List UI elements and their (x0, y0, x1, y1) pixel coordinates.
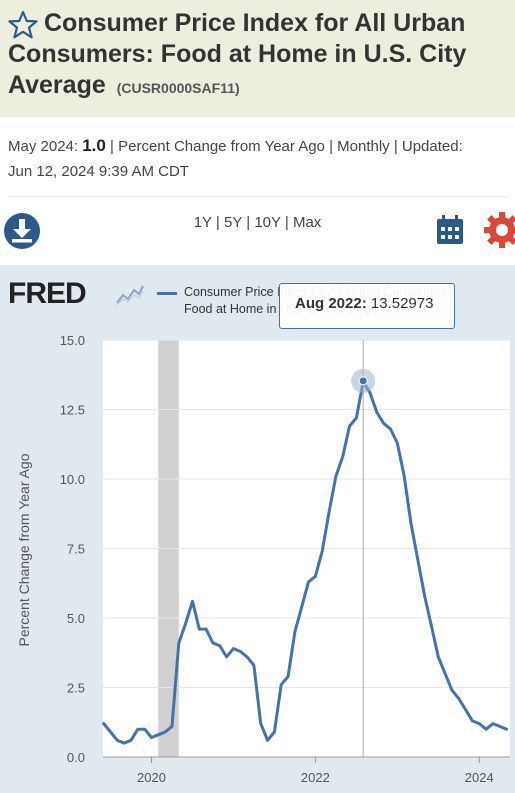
legend-swatch (157, 292, 177, 295)
fred-logo: FRED (8, 277, 87, 310)
y-tick-label: 12.5 (60, 403, 85, 418)
page-header: Consumer Price Index for All Urban Consu… (0, 0, 515, 117)
gear-icon[interactable] (483, 211, 515, 249)
range-10y[interactable]: 10Y (254, 214, 281, 231)
y-tick-label: 7.5 (67, 542, 85, 557)
units-frequency: | Percent Change from Year Ago | Monthly… (110, 138, 463, 155)
y-tick-label: 2.5 (67, 681, 85, 696)
range-1y[interactable]: 1Y (193, 214, 212, 231)
updated-date: Jun 12, 2024 9:39 AM CDT (8, 163, 189, 180)
y-tick-label: 15.0 (60, 333, 85, 348)
y-tick-label: 0.0 (67, 750, 85, 765)
download-icon[interactable] (2, 211, 42, 251)
latest-label: May 2024: (8, 138, 79, 155)
series-meta: May 2024: 1.0 | Percent Change from Year… (8, 133, 508, 184)
x-tick-label: 2022 (301, 770, 330, 785)
tooltip-value: 13.52973 (370, 295, 434, 312)
divider (8, 196, 507, 197)
range-max[interactable]: Max (292, 214, 322, 231)
star-icon[interactable] (8, 10, 38, 40)
series-line[interactable] (102, 380, 509, 745)
calendar-icon[interactable] (435, 214, 465, 246)
latest-value: 1.0 (82, 136, 106, 155)
date-range-selector: 1Y | 5Y | 10Y | Max (193, 214, 322, 231)
y-tick-label: 5.0 (67, 611, 85, 626)
logo-chart-icon (116, 285, 144, 306)
highlight-point[interactable] (358, 376, 368, 386)
tooltip-date: Aug 2022: (295, 295, 367, 312)
chart-tooltip: Aug 2022: 13.52973 (279, 283, 455, 329)
y-axis-title: Percent Change from Year Ago (16, 453, 32, 647)
series-id: (CUSR0000SAF11) (116, 80, 240, 96)
page-title: Consumer Price Index for All Urban Consu… (8, 9, 467, 99)
range-5y[interactable]: 5Y (224, 214, 243, 231)
x-tick-label: 2024 (465, 770, 494, 785)
x-tick-label: 2020 (137, 770, 166, 785)
y-tick-label: 10.0 (60, 472, 85, 487)
